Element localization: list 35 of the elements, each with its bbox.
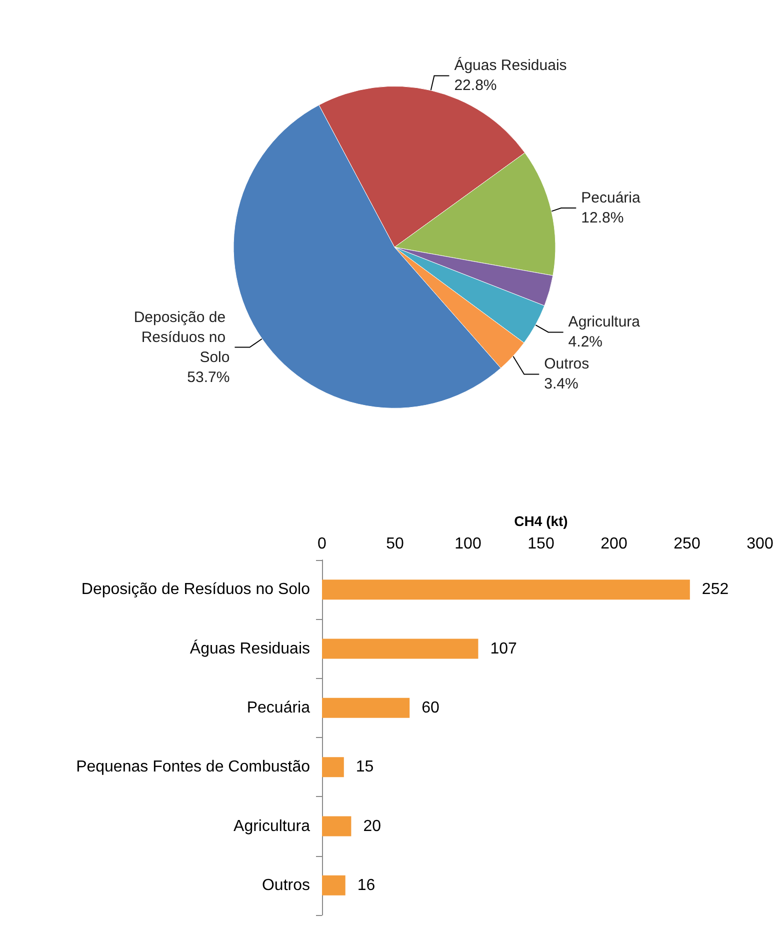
bar (322, 638, 478, 659)
x-tick-label: 300 (746, 536, 774, 552)
x-tick-label: 50 (386, 536, 404, 552)
x-tick-label: 100 (454, 536, 482, 552)
data-label: 252 (702, 581, 729, 598)
data-label: 12.8% (581, 209, 624, 226)
slice-label: Agricultura (568, 314, 641, 331)
y-tick-label: Agricultura (234, 818, 310, 835)
x-tick-label: 0 (318, 536, 327, 552)
bar (322, 698, 410, 718)
x-tick-label: 150 (528, 536, 554, 552)
bar (322, 757, 344, 778)
data-label: 3.4% (544, 376, 578, 393)
y-tick-label: Pequenas Fontes de Combustão (76, 758, 310, 776)
data-label: 22.8% (454, 77, 497, 94)
data-label: 60 (422, 699, 440, 716)
data-label: 53.7% (187, 368, 230, 386)
slice-label: Outros (544, 356, 590, 373)
slice-label: Pecuária (581, 189, 641, 206)
bar (322, 816, 352, 836)
slice-label: Águas Residuais (454, 56, 567, 74)
y-tick-label: Pecuária (246, 699, 310, 716)
bar (322, 875, 346, 896)
x-tick-label: 250 (674, 536, 700, 552)
data-label: 16 (357, 876, 376, 894)
x-tick-label: 200 (600, 536, 628, 552)
data-label: 20 (363, 818, 382, 835)
y-tick-label: Deposição de Resíduos no Solo (81, 581, 310, 598)
data-label: 107 (490, 640, 518, 658)
y-tick-label: Outros (262, 876, 310, 894)
bar (322, 580, 690, 600)
data-label: 4.2% (568, 334, 603, 351)
x-axis-title: CH4 (kt) (514, 513, 568, 529)
data-label: 15 (356, 758, 374, 776)
y-tick-label: Águas Residuais (190, 639, 310, 658)
